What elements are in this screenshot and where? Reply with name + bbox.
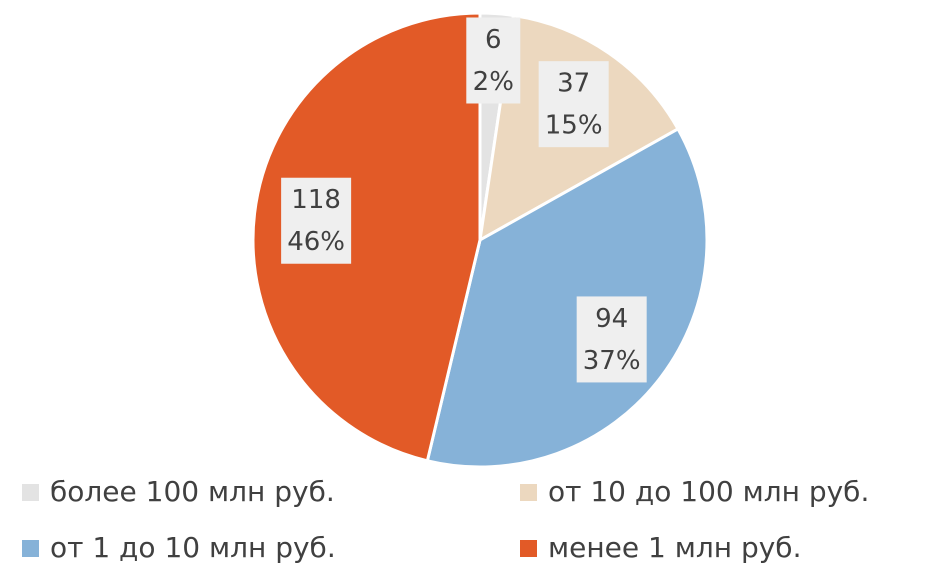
- legend-label: от 10 до 100 млн руб.: [548, 475, 869, 508]
- data-label-value: 6: [485, 25, 502, 55]
- data-label-value: 37: [557, 69, 590, 99]
- legend-swatch: [22, 484, 39, 501]
- legend-swatch: [22, 540, 39, 557]
- pie-slice: [251, 11, 482, 463]
- legend-label: более 100 млн руб.: [50, 475, 335, 508]
- data-label-box: [466, 17, 521, 104]
- data-label-box: [576, 296, 647, 383]
- data-label-percent: 46%: [287, 227, 345, 257]
- data-label-value: 118: [291, 185, 341, 215]
- data-label-box: [281, 177, 352, 264]
- legend-label: менее 1 млн руб.: [548, 531, 801, 564]
- pie-slice: [425, 126, 709, 469]
- data-label-box: [538, 61, 609, 148]
- data-label-percent: 15%: [545, 111, 603, 141]
- data-label-percent: 2%: [473, 67, 514, 97]
- legend-swatch: [520, 484, 537, 501]
- legend-swatch: [520, 540, 537, 557]
- legend-label: от 1 до 10 млн руб.: [50, 531, 336, 564]
- data-label-percent: 37%: [583, 346, 641, 376]
- data-label-value: 94: [595, 304, 628, 334]
